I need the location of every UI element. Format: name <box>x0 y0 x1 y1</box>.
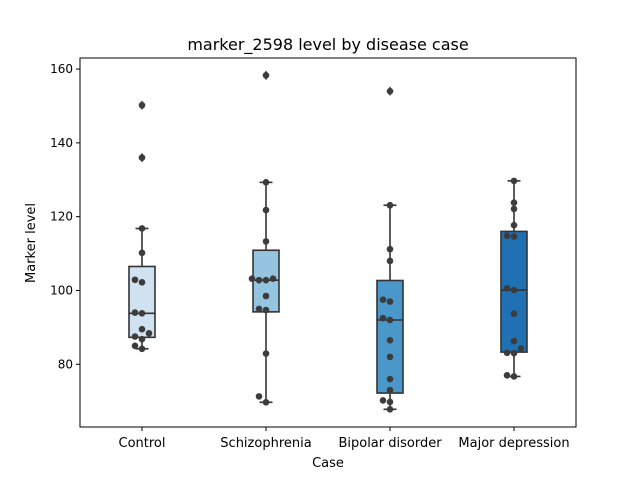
data-point <box>510 373 518 380</box>
y-tick-label: 120 <box>50 210 73 224</box>
data-point <box>145 329 153 337</box>
data-point <box>262 179 270 186</box>
data-point <box>510 205 518 213</box>
data-point <box>138 279 146 286</box>
y-tick-label: 160 <box>50 62 73 76</box>
data-point <box>248 275 256 282</box>
data-point <box>510 310 518 318</box>
data-point <box>138 310 146 317</box>
data-point <box>517 345 525 352</box>
data-point <box>138 154 146 161</box>
data-point <box>386 245 394 253</box>
data-point <box>386 398 394 406</box>
data-point <box>131 342 139 350</box>
y-tick-label: 80 <box>58 357 73 371</box>
data-point <box>262 292 270 300</box>
data-point <box>510 177 518 185</box>
data-point <box>379 296 387 303</box>
data-point <box>138 101 146 109</box>
data-point <box>138 345 146 353</box>
data-point <box>255 305 263 313</box>
data-point <box>386 405 394 413</box>
data-point <box>138 325 146 333</box>
data-point <box>503 349 511 357</box>
data-point <box>503 372 511 379</box>
y-tick-label: 140 <box>50 136 73 150</box>
data-point <box>138 249 146 257</box>
data-point <box>138 225 146 232</box>
data-point <box>262 238 270 245</box>
data-point <box>262 206 270 214</box>
data-point <box>386 298 394 305</box>
x-tick-label: Major depression <box>458 436 569 451</box>
x-tick-label: Bipolar disorder <box>338 436 442 451</box>
data-point <box>510 221 518 229</box>
data-point <box>386 386 394 394</box>
data-point <box>131 309 139 316</box>
data-point <box>262 350 270 357</box>
data-point <box>386 353 394 361</box>
y-tick-label: 100 <box>50 283 73 297</box>
data-point <box>386 87 394 95</box>
data-point <box>510 286 518 294</box>
data-point <box>386 375 394 383</box>
data-point <box>510 199 518 206</box>
data-point <box>255 276 263 284</box>
data-point <box>379 397 387 404</box>
data-point <box>510 349 518 357</box>
data-point <box>262 306 270 314</box>
data-point <box>131 276 139 284</box>
data-point <box>262 276 270 284</box>
data-point <box>255 393 263 400</box>
data-point <box>386 336 394 344</box>
chart-title: marker_2598 level by disease case <box>187 35 468 55</box>
plot-frame <box>79 57 577 428</box>
data-point <box>503 232 511 240</box>
x-tick-label: Control <box>119 436 166 451</box>
data-point <box>386 257 394 265</box>
data-point <box>503 284 511 292</box>
data-point <box>269 275 277 282</box>
x-tick-label: Schizophrenia <box>220 436 311 451</box>
data-point <box>386 316 394 324</box>
data-point <box>510 233 518 240</box>
data-point <box>262 398 270 406</box>
data-point <box>386 201 394 209</box>
data-point <box>138 335 146 343</box>
plot-area: 80 100 120 140 160 Control Schizophrenia Bipola… <box>50 57 577 451</box>
data-point <box>379 314 387 322</box>
x-axis-label: Case <box>312 456 344 471</box>
data-point <box>262 72 270 79</box>
y-axis-label: Marker level <box>24 203 39 283</box>
data-point <box>131 333 139 340</box>
data-point <box>510 337 518 345</box>
